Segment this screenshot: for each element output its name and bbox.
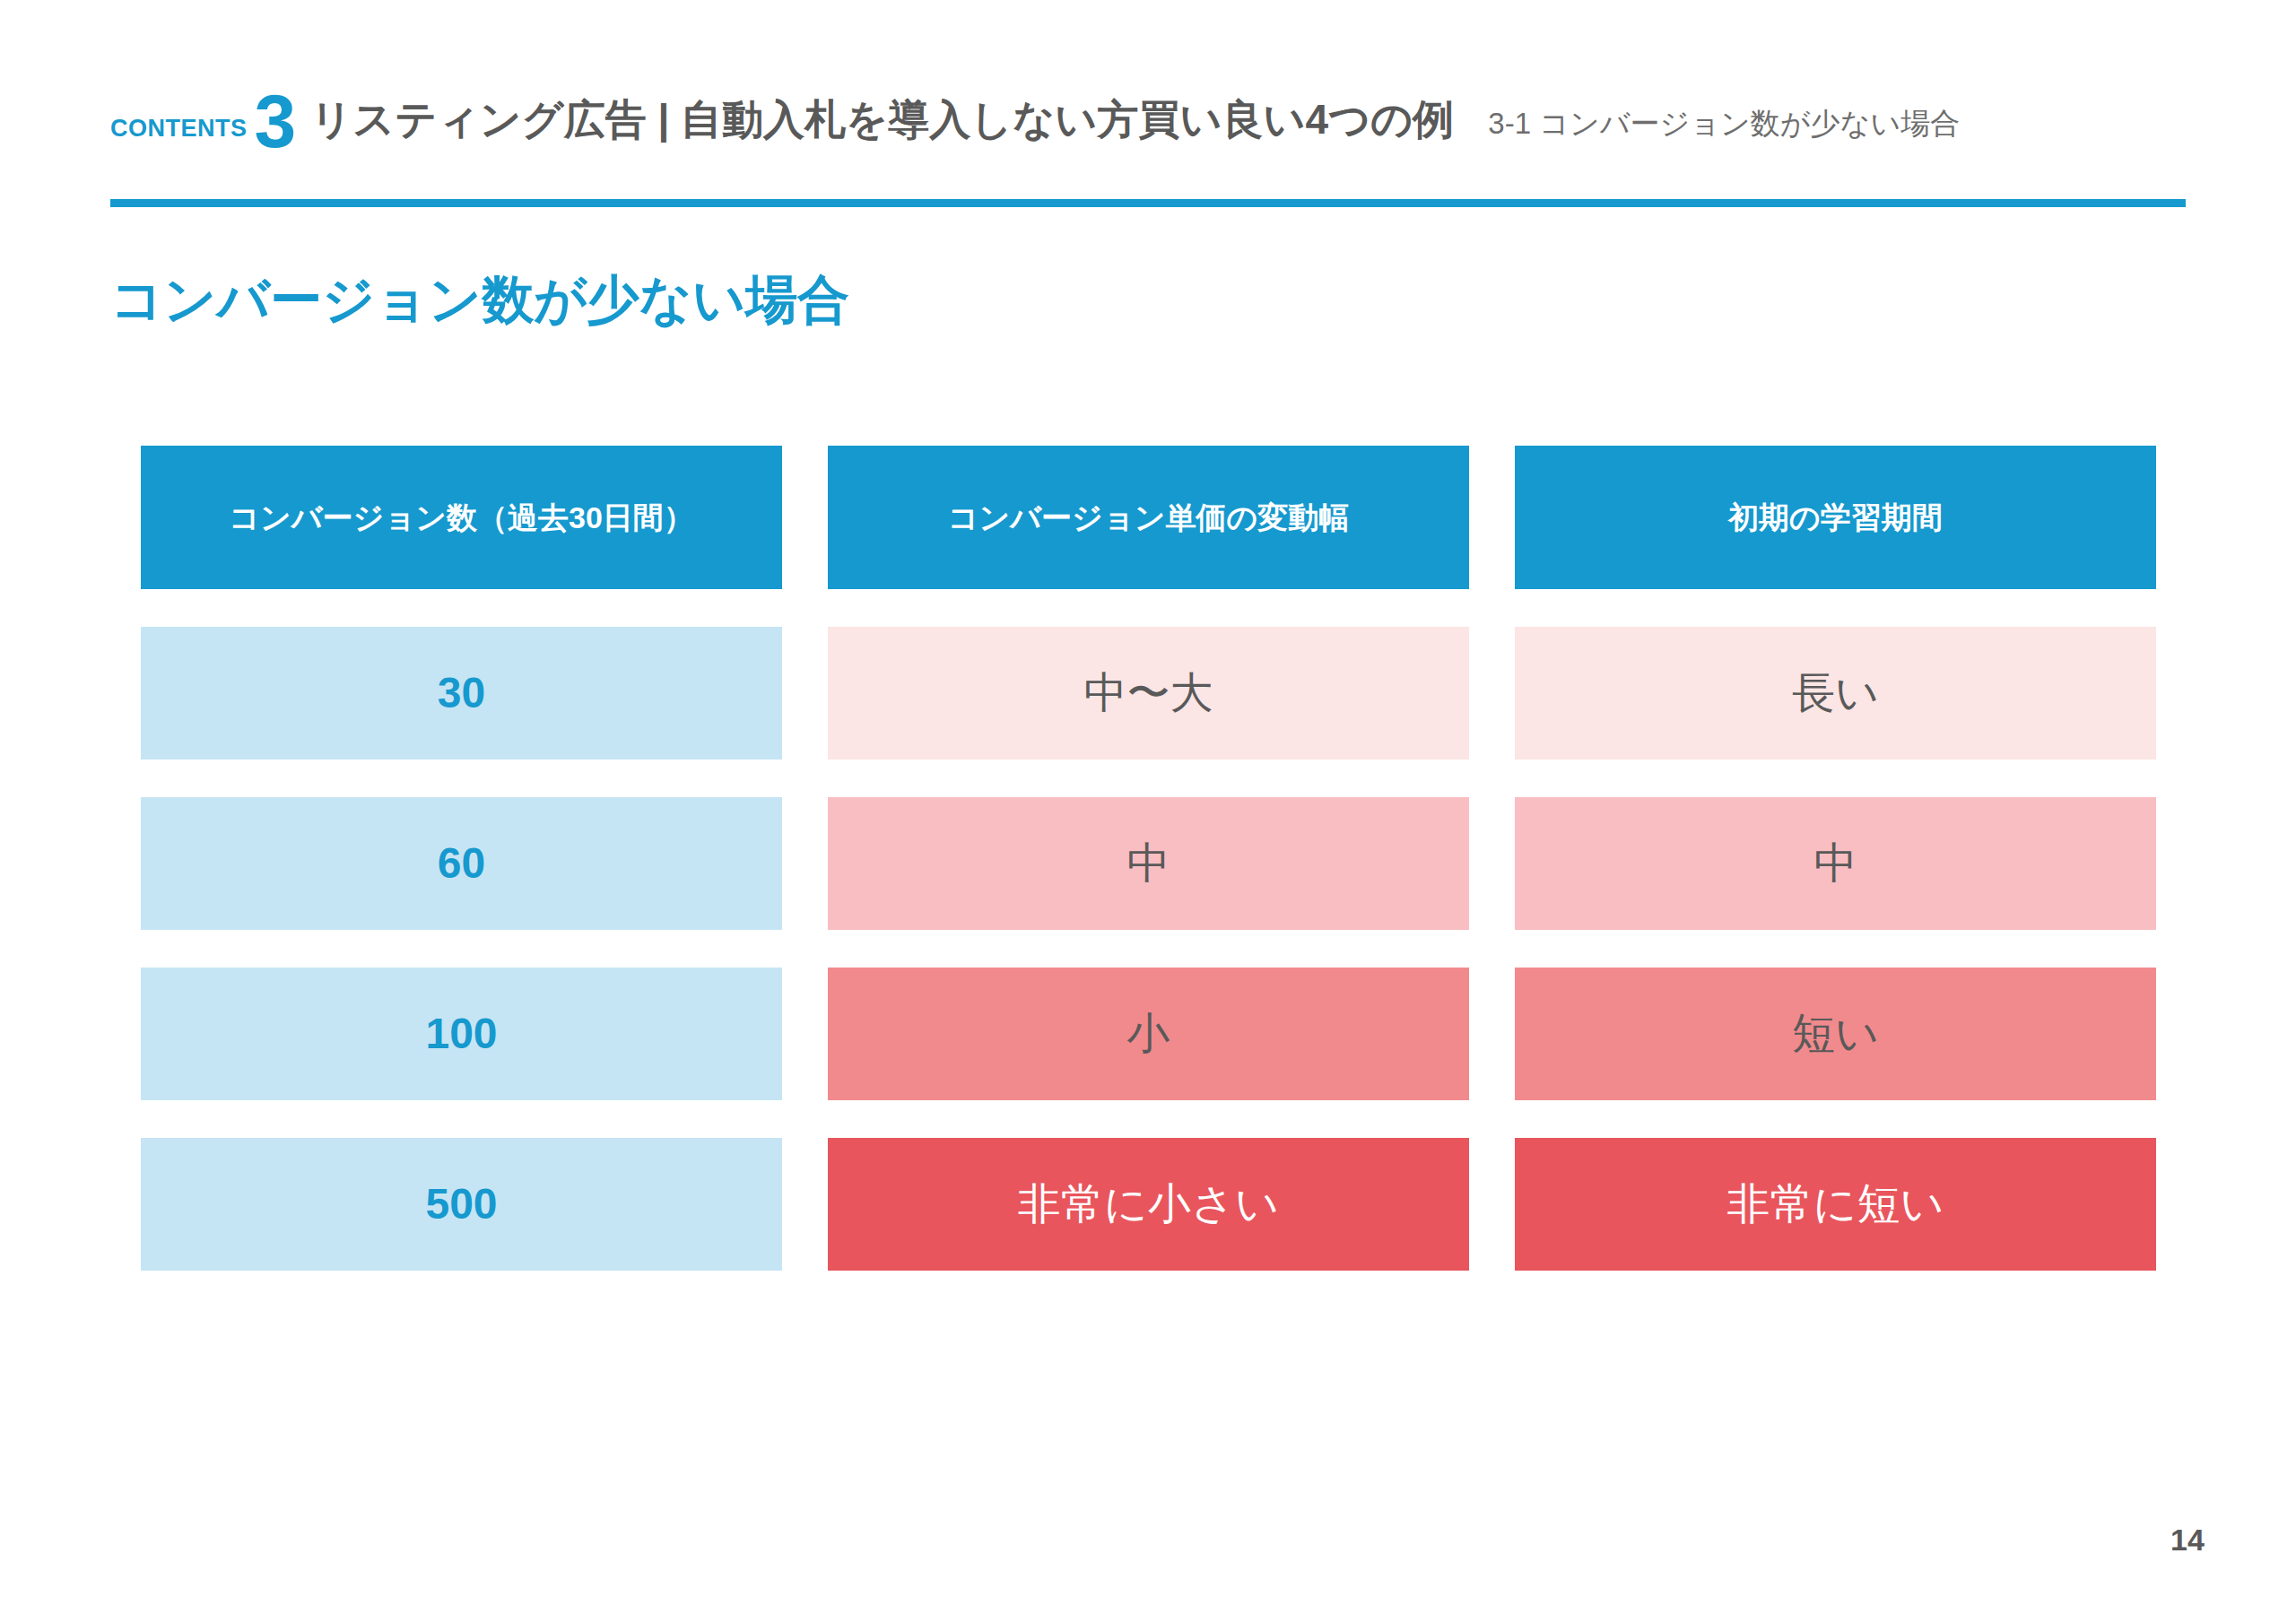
table-cell: 小 xyxy=(828,968,1469,1100)
slide-header: CONTENTS 3 リスティング広告 | 自動入札を導入しない方買い良い4つの… xyxy=(110,90,2186,153)
table-cell: 中〜大 xyxy=(828,627,1469,759)
page-title: コンバージョン数が少ない場合 xyxy=(110,265,849,335)
table-cell: 長い xyxy=(1515,627,2156,759)
header-divider xyxy=(110,199,2186,207)
column-header: 初期の学習期間 xyxy=(1515,446,2156,589)
table-cell: 短い xyxy=(1515,968,2156,1100)
table-cell: 非常に小さい xyxy=(828,1138,1469,1271)
contents-label: CONTENTS xyxy=(110,115,248,153)
column-header: コンバージョン単価の変動幅 xyxy=(828,446,1469,589)
table-cell: 60 xyxy=(141,797,782,930)
column-header: コンバージョン数（過去30日間） xyxy=(141,446,782,589)
table-cell: 非常に短い xyxy=(1515,1138,2156,1271)
table-cell: 30 xyxy=(141,627,782,759)
table-cell: 500 xyxy=(141,1138,782,1271)
section-label: 3-1 コンバージョン数が少ない場合 xyxy=(1488,104,1960,153)
chapter-number: 3 xyxy=(255,90,297,153)
table-cell: 100 xyxy=(141,968,782,1100)
table-cell: 中 xyxy=(1515,797,2156,930)
page-number: 14 xyxy=(2170,1523,2205,1558)
table-cell: 中 xyxy=(828,797,1469,930)
chapter-title: リスティング広告 | 自動入札を導入しない方買い良い4つの例 xyxy=(310,92,1454,153)
conversion-table: コンバージョン数（過去30日間） コンバージョン単価の変動幅初期の学習期間 30 中〜… xyxy=(141,446,2156,1271)
